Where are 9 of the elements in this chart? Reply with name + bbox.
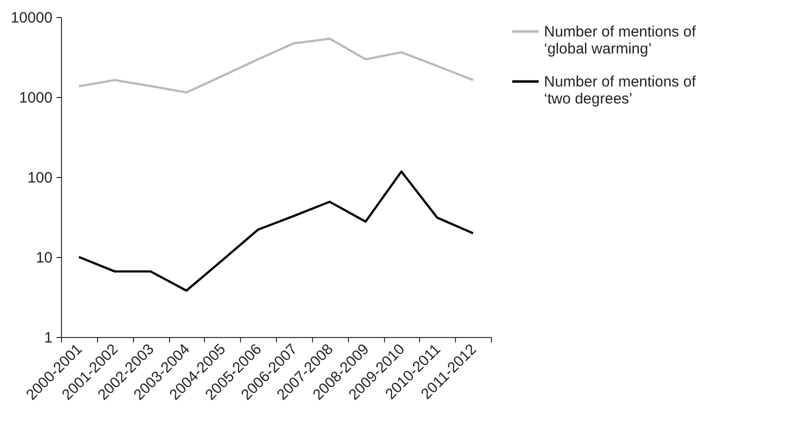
legend-label: Number of mentions of ‘global warming’ — [544, 24, 697, 58]
y-tick-label: 1000 — [19, 90, 52, 106]
y-tick-label: 1 — [44, 330, 52, 346]
legend-label: Number of mentions of ‘two degrees’ — [544, 74, 697, 108]
y-tick-label: 100 — [27, 170, 52, 186]
y-tick-label: 10 — [36, 250, 52, 266]
line-series — [78, 38, 474, 94]
y-tick-label: 10000 — [10, 10, 52, 26]
line-series — [78, 170, 474, 292]
